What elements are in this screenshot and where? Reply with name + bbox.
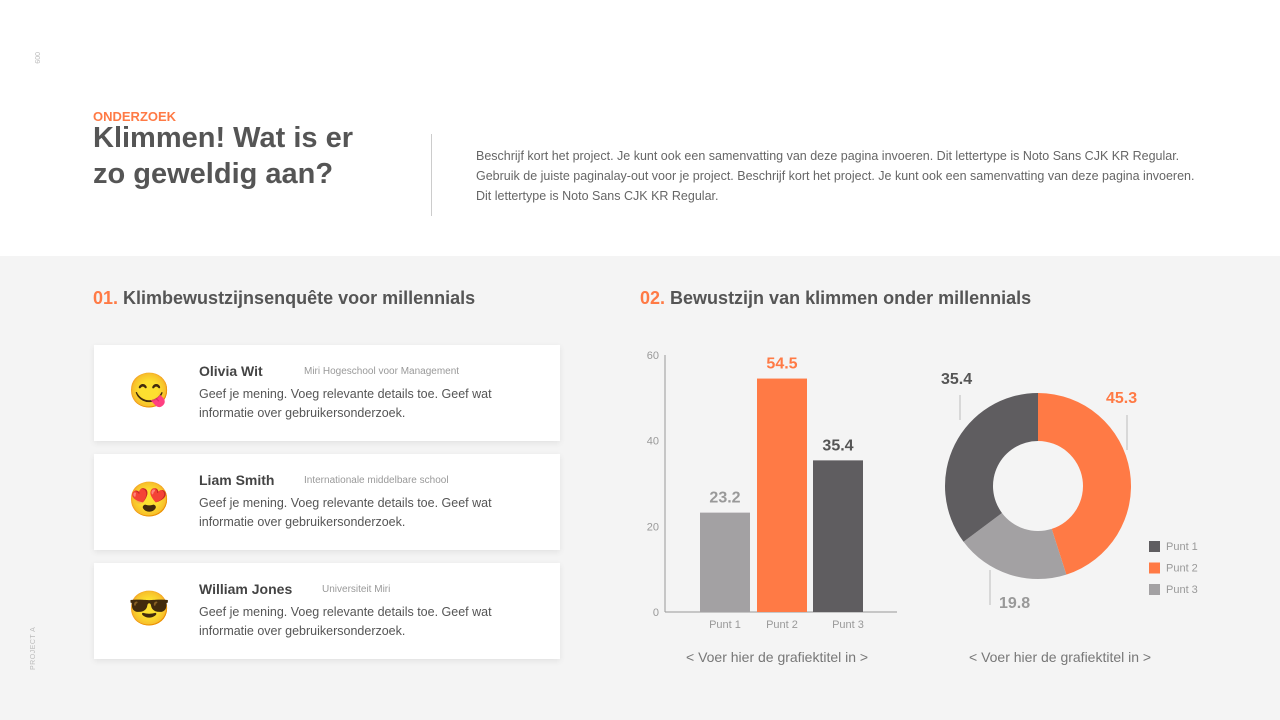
- organization: Miri Hogeschool voor Management: [304, 366, 460, 377]
- slice-value-label: 19.8: [999, 595, 1030, 612]
- donut-chart-caption: < Voer hier de grafiektitel in >: [969, 649, 1152, 665]
- emoji-avatar: 😎: [128, 590, 171, 628]
- y-tick-label: 20: [647, 521, 659, 533]
- y-tick-label: 60: [647, 350, 659, 362]
- bar-value-label: 23.2: [709, 490, 740, 507]
- section2-heading: 02. Bewustzijn van klimmen onder millenn…: [640, 288, 1032, 308]
- y-tick-label: 40: [647, 436, 659, 448]
- legend-label: Punt 1: [1166, 541, 1198, 553]
- legend-label: Punt 3: [1166, 584, 1198, 596]
- donut-slice: [963, 512, 1067, 579]
- slice-value-label: 35.4: [941, 371, 972, 388]
- bar-value-label: 54.5: [766, 356, 797, 373]
- legend-swatch: [1149, 562, 1160, 574]
- survey-card: 😋 Olivia Wit Miri Hogeschool voor Manage…: [94, 345, 560, 441]
- organization: Universiteit Miri: [322, 584, 391, 595]
- emoji-avatar: 😋: [128, 372, 171, 410]
- divider: [431, 134, 432, 216]
- card-text: Geef je mening. Voeg relevante details t…: [199, 387, 492, 420]
- donut-slice: [1038, 393, 1132, 575]
- survey-card: 😎 William Jones Universiteit Miri Geef j…: [94, 563, 560, 659]
- person-name: Liam Smith: [199, 472, 275, 488]
- x-tick-label: Punt 2: [766, 619, 798, 631]
- emoji-avatar: 😍: [128, 481, 171, 519]
- organization: Internationale middelbare school: [304, 475, 449, 486]
- section1-heading: 01. Klimbewustzijnsenquête voor millenni…: [93, 288, 476, 308]
- x-tick-label: Punt 3: [832, 619, 864, 631]
- bar-value-label: 35.4: [822, 437, 853, 454]
- legend-label: Punt 2: [1166, 563, 1198, 575]
- legend-swatch: [1149, 584, 1160, 595]
- person-name: William Jones: [199, 581, 293, 597]
- survey-card: 😍 Liam Smith Internationale middelbare s…: [94, 454, 560, 550]
- x-tick-label: Punt 1: [709, 619, 741, 631]
- header-panel: [0, 0, 1280, 256]
- bar: [813, 460, 863, 612]
- slice-value-label: 45.3: [1106, 390, 1137, 407]
- card-text: Geef je mening. Voeg relevante details t…: [199, 605, 492, 638]
- person-name: Olivia Wit: [199, 363, 263, 379]
- donut-slice: [945, 393, 1038, 542]
- bar: [757, 378, 807, 612]
- description: Beschrijf kort het project. Je kunt ook …: [476, 149, 1195, 203]
- card-text: Geef je mening. Voeg relevante details t…: [199, 496, 492, 529]
- bar: [700, 512, 750, 612]
- page-title: Klimmen! Wat is er zo geweldig aan?: [93, 122, 353, 190]
- y-tick-label: 0: [653, 607, 659, 619]
- legend-swatch: [1149, 541, 1160, 552]
- kicker: ONDERZOEK: [93, 109, 177, 124]
- bar-chart-caption: < Voer hier de grafiektitel in >: [686, 649, 869, 665]
